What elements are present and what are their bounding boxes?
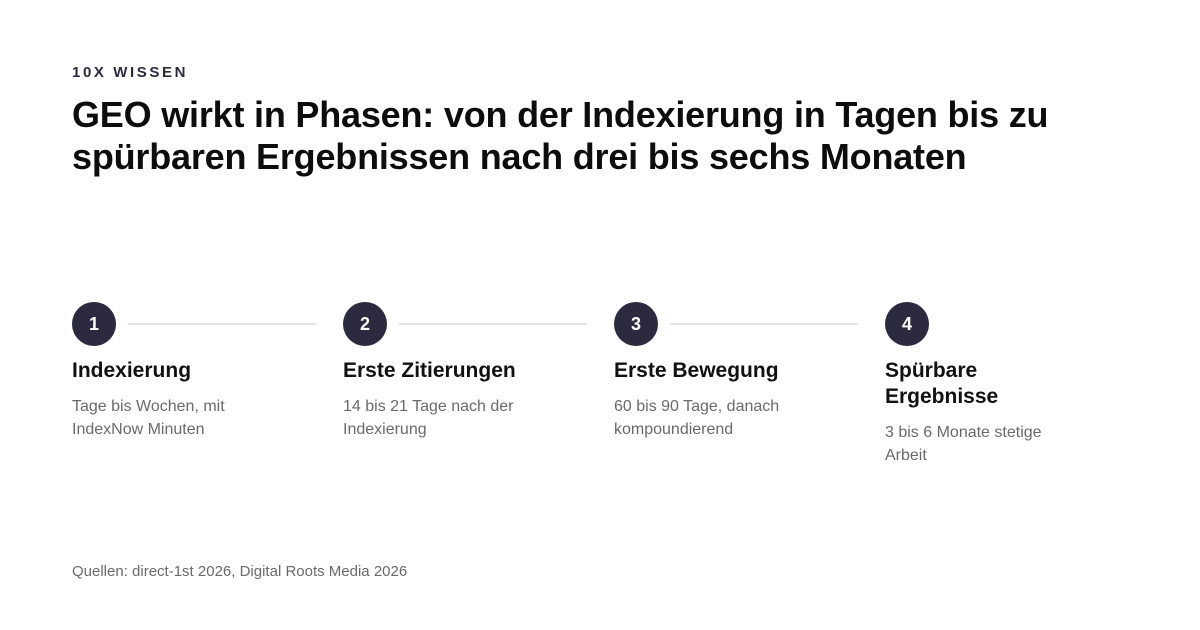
step-4: 4 Spürbare Ergebnisse 3 bis 6 Monate ste… [885,302,1156,467]
step-number-badge: 1 [72,302,116,346]
step-2-head: 2 [343,302,614,346]
phase-steps: 1 Indexierung Tage bis Wochen, mit Index… [72,302,1128,467]
step-2: 2 Erste Zitierungen 14 bis 21 Tage nach … [343,302,614,467]
step-number-badge: 3 [614,302,658,346]
step-description: 14 bis 21 Tage nach der Indexierung [343,398,514,438]
step-3-head: 3 [614,302,885,346]
step-description: 60 bis 90 Tage, danach kompoundierend [614,398,780,438]
step-1-head: 1 [72,302,343,346]
step-3: 3 Erste Bewegung 60 bis 90 Tage, danach … [614,302,885,467]
phase-diagram: 10X WISSEN GEO wirkt in Phasen: von der … [72,0,1128,630]
step-connector-line [399,323,587,325]
step-number-badge: 2 [343,302,387,346]
step-connector-line [128,323,316,325]
step-4-head: 4 [885,302,1156,346]
eyebrow-label: 10X WISSEN [72,64,189,81]
step-description: Tage bis Wochen, mit IndexNow Minuten [72,398,225,438]
step-title: Erste Bewegung [614,359,779,382]
step-1: 1 Indexierung Tage bis Wochen, mit Index… [72,302,343,467]
sources-note: Quellen: direct-1st 2026, Digital Roots … [72,563,408,580]
step-number-badge: 4 [885,302,929,346]
step-title: Spürbare Ergebnisse [885,359,999,408]
page-title: GEO wirkt in Phasen: von der Indexierung… [72,94,1049,177]
step-connector-line [670,323,858,325]
step-title: Indexierung [72,359,192,382]
step-description: 3 bis 6 Monate stetige Arbeit [885,424,1042,464]
step-title: Erste Zitierungen [343,359,516,382]
